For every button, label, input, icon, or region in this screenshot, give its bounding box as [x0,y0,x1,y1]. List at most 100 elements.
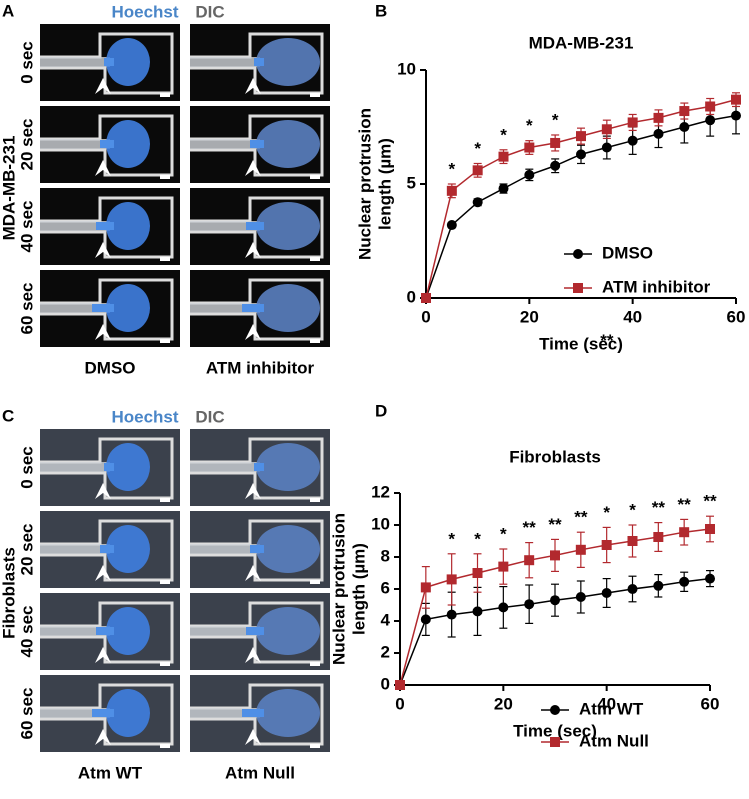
marker [550,550,560,561]
x-tick-label: 40 [597,694,616,713]
legend-label: Atm Null [579,731,649,750]
channel-tube [40,544,110,554]
channel-tube [40,708,110,718]
channel-tube [190,221,260,231]
marker [575,544,586,555]
arrowhead [245,729,261,745]
scale-bar [160,339,170,343]
nucleus [256,38,320,86]
x-axis-label: Time (sec) [513,721,597,740]
scale-bar [310,744,320,748]
nucleus-protrusion [254,58,264,66]
arrowhead [245,647,261,663]
marker [653,128,664,139]
arrowhead [95,242,111,258]
significance-label: ** [548,515,562,534]
channel-tube [40,303,110,313]
marker [731,110,741,121]
nucleus [106,284,150,332]
marker [550,595,560,606]
panel-letter: A [2,1,14,20]
significance-label: ** [574,508,588,527]
nucleus-protrusion [246,627,264,635]
y-tick-label: 12 [371,482,390,501]
cell-line-label: MDA-MB-231 [0,136,18,241]
time-label: 60 sec [17,688,36,740]
marker [679,122,690,132]
channel-outline [190,437,324,500]
condition-label: Atm WT [78,763,143,782]
significance-label: ** [678,495,692,514]
marker [524,169,535,180]
marker [679,527,690,538]
arrowhead [245,324,261,340]
marker [627,584,638,594]
marker [731,94,741,105]
nucleus [256,607,320,655]
x-tick-label: 20 [520,307,539,326]
channel-tube [40,57,110,67]
time-label: 40 sec [17,606,36,658]
channel-outline [40,32,174,95]
channel-outline [40,114,174,177]
nucleus-protrusion [104,58,114,66]
condition-label: Atm Null [225,763,295,782]
time-label: 20 sec [17,524,36,576]
significance-label: ** [523,518,537,537]
nucleus [106,689,150,737]
scale-bar [160,498,170,502]
marker [705,115,716,126]
marker [498,151,509,162]
y-axis-label: Nuclear protrusion [329,513,348,665]
channel-outline [40,519,174,582]
marker [601,124,612,135]
x-axis-label: Time (sec) [539,334,623,353]
y-axis-label: length (µm) [375,138,394,230]
y-tick-label: 4 [381,610,391,629]
marker [472,568,483,578]
arrowhead [245,78,261,94]
channel-outline [40,683,174,746]
channel-tube [190,139,260,149]
time-label: 60 sec [17,283,36,335]
channel-outline [40,278,174,341]
arrowhead [95,78,111,94]
marker [550,160,561,171]
scale-bar [310,175,320,179]
y-tick-label: 2 [381,642,390,661]
nucleus [106,443,150,491]
channel-tube [40,626,110,636]
channel-outline [190,114,324,177]
legend-marker [573,249,583,259]
y-tick-label: 0 [381,674,390,693]
marker [653,532,664,542]
arrowhead [95,647,111,663]
significance-label: * [526,116,533,135]
channel-tube [190,626,260,636]
scale-bar [310,580,320,584]
channel-tube [40,462,110,472]
significance-label: * [629,500,636,519]
marker [601,588,612,598]
channel-tube [190,708,260,718]
time-label: 0 sec [17,41,36,84]
nucleus [256,689,320,737]
channel-outline [190,601,324,664]
scale-bar [160,662,170,666]
arrowhead [95,729,111,745]
time-label: 40 sec [17,201,36,253]
annotation: ** [600,331,614,350]
marker [601,142,612,153]
chart-title: MDA-MB-231 [529,33,634,52]
marker [446,574,457,585]
channel-outline [190,196,324,259]
significance-label: * [474,529,481,548]
channel-outline [40,437,174,500]
marker [601,540,612,550]
arrowhead [95,565,111,581]
legend-label: Atm WT [579,699,644,718]
scale-bar [310,339,320,343]
condition-label: ATM inhibitor [206,358,315,377]
scale-bar [310,662,320,666]
